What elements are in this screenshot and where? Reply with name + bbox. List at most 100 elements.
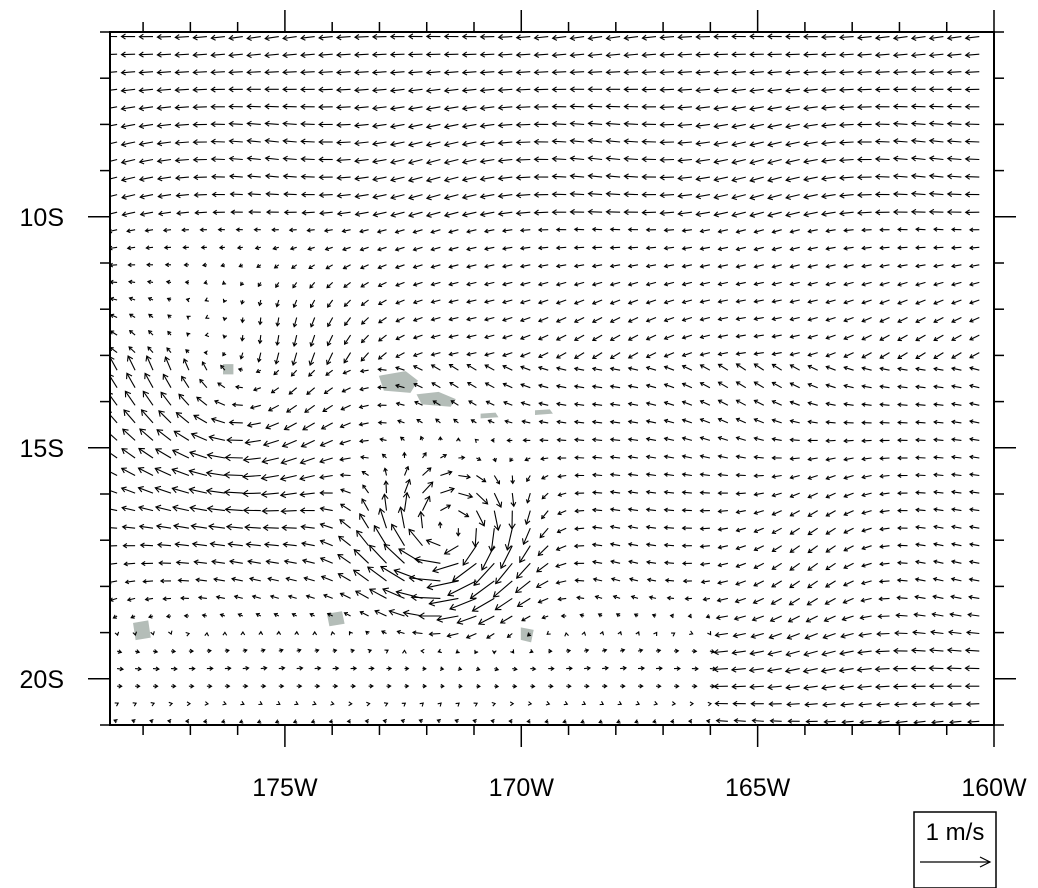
- wind-vector: [807, 382, 818, 389]
- wind-vector: [699, 264, 711, 269]
- wind-vector: [910, 173, 926, 180]
- wind-vector: [471, 528, 480, 548]
- wind-vector: [192, 156, 207, 163]
- wind-vector: [497, 87, 513, 94]
- wind-vector: [609, 472, 621, 478]
- wind-vector: [695, 193, 710, 200]
- wind-vector: [928, 103, 944, 110]
- wind-vector: [240, 281, 245, 287]
- wind-vector: [521, 419, 531, 424]
- wind-vector: [526, 718, 531, 724]
- wind-vector: [964, 683, 980, 690]
- wind-vector: [839, 684, 854, 691]
- wind-vector: [768, 701, 782, 707]
- wind-vector: [229, 191, 243, 197]
- wind-vector: [635, 700, 641, 706]
- wind-vector: [361, 498, 370, 511]
- wind-vector: [786, 632, 800, 640]
- wind-vector: [623, 52, 639, 59]
- wind-vector: [749, 141, 764, 148]
- wind-vector: [448, 281, 459, 287]
- wind-vector: [390, 211, 405, 218]
- wind-vector: [515, 86, 531, 93]
- wind-vector: [192, 51, 207, 58]
- wind-vector: [336, 192, 351, 199]
- wind-vector: [591, 384, 603, 390]
- wind-vector: [569, 191, 585, 198]
- wind-vector: [383, 480, 389, 494]
- wind-vector: [235, 227, 243, 232]
- wind-vector: [785, 650, 800, 657]
- wind-vector: [789, 527, 800, 535]
- wind-vector: [205, 469, 225, 478]
- wind-vector: [928, 86, 944, 93]
- wind-vector: [931, 611, 944, 618]
- wind-vector: [591, 507, 603, 513]
- wind-vector: [152, 666, 160, 672]
- wind-vector: [210, 34, 225, 41]
- wind-vector: [753, 298, 764, 304]
- wind-vector: [915, 227, 926, 232]
- wind-vector: [587, 69, 603, 76]
- wind-vector: [527, 701, 533, 706]
- wind-vector: [803, 87, 818, 94]
- wind-vector: [282, 120, 297, 127]
- wind-vector: [717, 508, 728, 514]
- wind-vector: [336, 174, 351, 181]
- wind-vector: [443, 87, 459, 94]
- wind-vector: [807, 492, 818, 499]
- wind-vector: [731, 158, 746, 165]
- wind-vector: [789, 510, 800, 517]
- wind-vector: [300, 121, 315, 128]
- wind-vector: [861, 545, 872, 551]
- x-tick-label: 175W: [252, 774, 318, 802]
- wind-vector: [273, 369, 280, 376]
- wind-vector: [294, 630, 299, 636]
- wind-vector: [767, 141, 782, 148]
- wind-vector: [127, 279, 136, 285]
- wind-vector: [969, 366, 980, 371]
- wind-vector: [474, 438, 479, 444]
- wind-vector: [425, 194, 441, 201]
- wind-vector: [645, 454, 657, 460]
- reference-vector-box: 1 m/s: [913, 811, 997, 888]
- wind-vector: [695, 140, 710, 147]
- wind-vector: [520, 401, 531, 406]
- wind-vector: [142, 390, 154, 406]
- wind-vector: [932, 576, 944, 582]
- wind-vector: [803, 51, 818, 58]
- wind-vector: [461, 51, 477, 58]
- wind-vector: [515, 51, 531, 58]
- wind-vector: [717, 417, 729, 424]
- wind-vector: [456, 615, 477, 625]
- wind-vector: [533, 191, 549, 198]
- wind-vector: [699, 472, 710, 477]
- wind-vector: [501, 246, 513, 251]
- wind-vector: [735, 580, 746, 586]
- wind-vector: [428, 631, 441, 637]
- wind-vector: [681, 263, 693, 269]
- wind-vector: [551, 191, 567, 198]
- wind-vector: [210, 121, 225, 128]
- wind-vector: [175, 192, 189, 199]
- wind-vector: [282, 86, 297, 93]
- wind-vector: [348, 701, 353, 707]
- wind-vector: [186, 701, 192, 707]
- wind-vector: [735, 472, 746, 478]
- wind-vector: [861, 352, 872, 359]
- wind-vector: [365, 630, 370, 635]
- wind-vector: [533, 209, 549, 216]
- wind-vector: [171, 448, 190, 459]
- wind-vector: [325, 264, 333, 270]
- wind-vector: [893, 701, 908, 708]
- wind-vector: [458, 492, 474, 499]
- wind-vector: [535, 580, 549, 589]
- wind-vector: [121, 524, 136, 530]
- wind-vector: [448, 364, 459, 371]
- wind-vector: [858, 701, 872, 708]
- wind-vector: [663, 400, 675, 406]
- wind-vector: [335, 86, 351, 93]
- wind-vector: [130, 614, 136, 619]
- wind-vector: [319, 556, 333, 564]
- wind-vector: [428, 597, 459, 607]
